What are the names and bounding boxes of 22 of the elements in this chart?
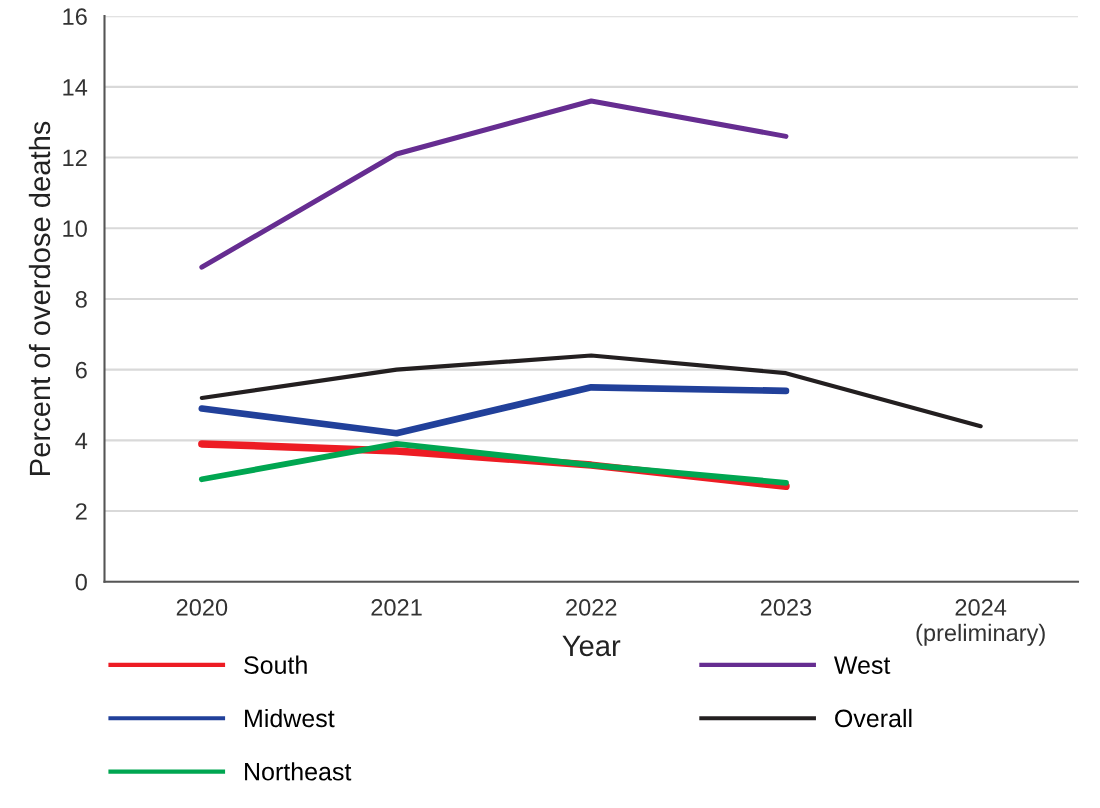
- x-tick-label: 2024 (preliminary): [916, 599, 1045, 646]
- y-tick-label: 2: [75, 503, 87, 520]
- x-tick-label: 2021: [371, 599, 422, 616]
- line-series: [199, 353, 983, 429]
- y-tick-label: 8: [75, 291, 87, 308]
- x-axis-title: Year: [562, 635, 621, 657]
- y-tick-label: 16: [63, 8, 87, 25]
- legend-label: Northeast: [245, 762, 352, 781]
- legend-label: Overall: [835, 708, 912, 728]
- legend-label: West: [833, 656, 891, 674]
- y-tick-label: 12: [63, 149, 87, 167]
- legend-label: Midwest: [245, 708, 335, 728]
- y-tick-label: 4: [75, 432, 88, 449]
- y-axis-title: Percent of overdose deaths: [28, 121, 51, 475]
- x-tick-label: 2023: [760, 599, 812, 616]
- y-tick-label: 6: [75, 361, 87, 379]
- y-tick-label: 14: [63, 79, 88, 96]
- x-tick-label: 2020: [176, 599, 228, 616]
- legend-label: South: [244, 655, 307, 674]
- y-tick-label: 0: [75, 573, 87, 591]
- x-tick-label: 2022: [566, 599, 617, 616]
- y-tick-label: 10: [63, 220, 87, 238]
